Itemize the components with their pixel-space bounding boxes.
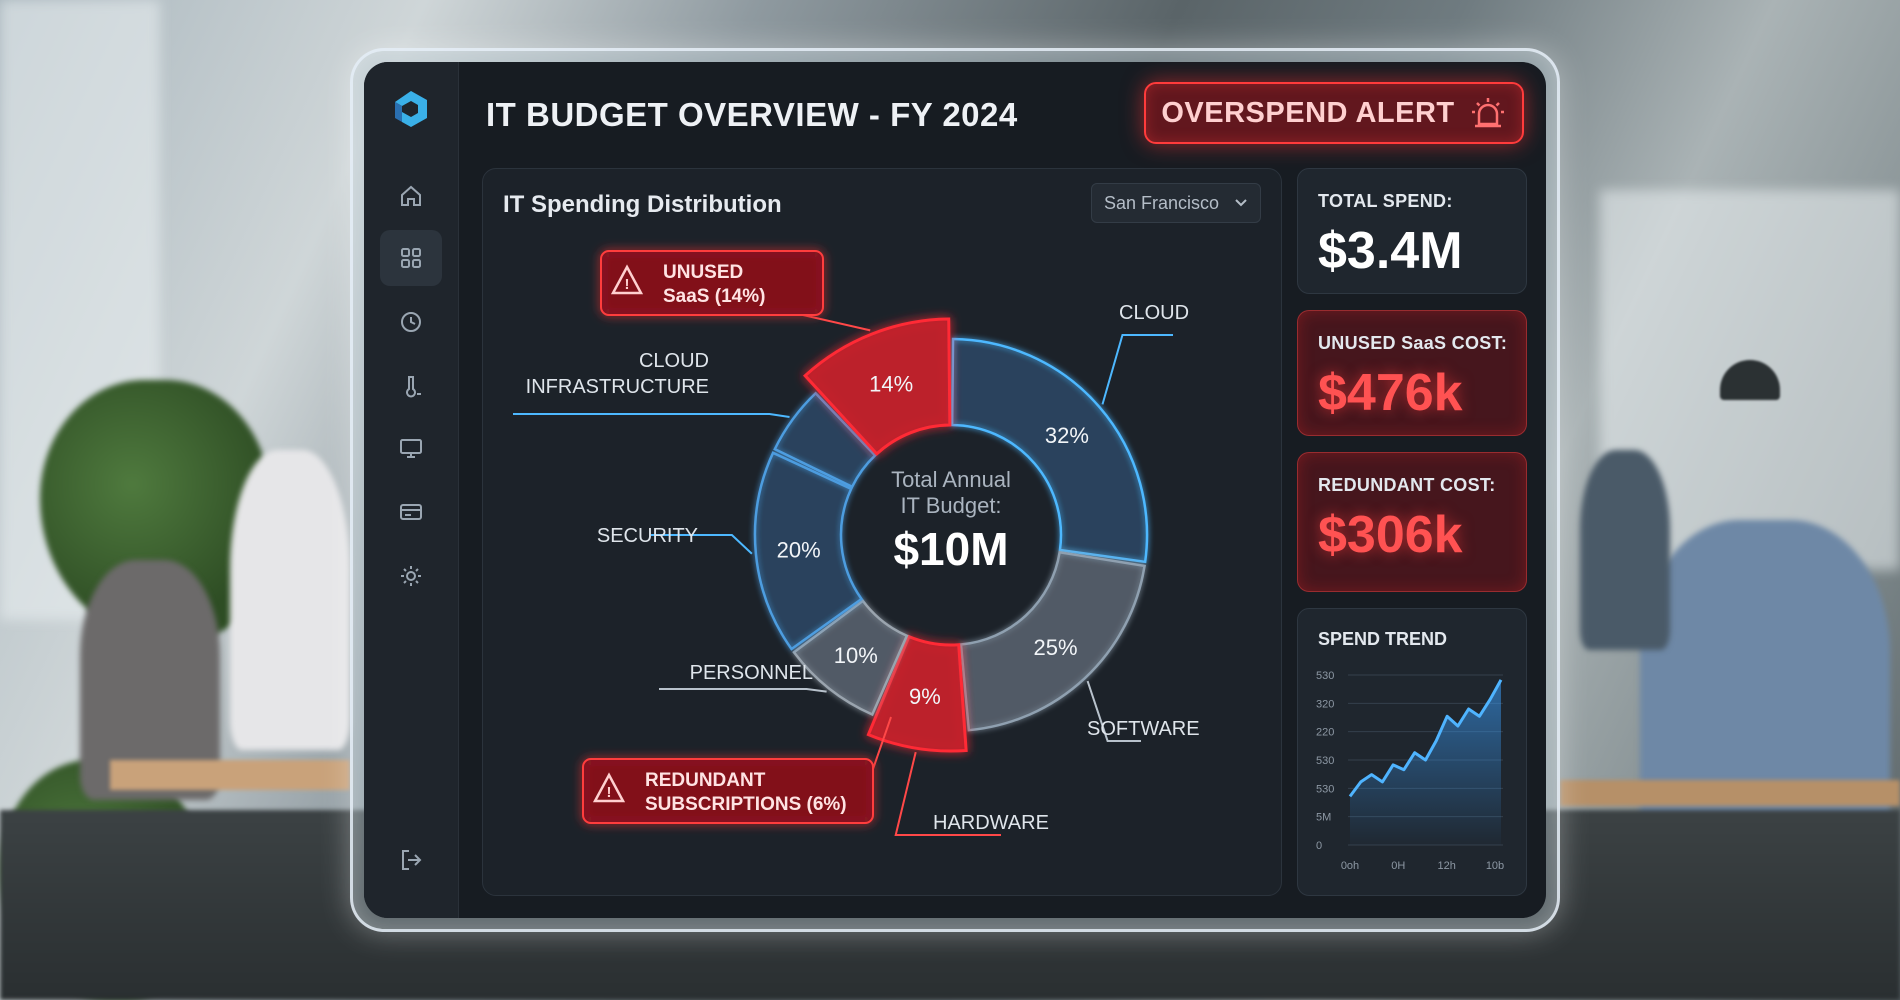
segment-category-label: SOFTWARE [1087,718,1200,740]
segment-value-label: 25% [1033,635,1077,660]
redundant-cost-card: REDUNDANT COST: $306k [1297,452,1527,592]
donut-segment-software[interactable] [959,550,1146,732]
warning-line1: UNUSED [663,262,743,283]
unused-saas-warning[interactable]: ! UNUSED SaaS (14%) [600,250,824,316]
sidebar-item-history[interactable] [380,294,442,350]
card-value: $3.4M [1318,222,1463,280]
trend-y-tick: 320 [1316,698,1334,710]
trend-y-tick: 220 [1316,727,1334,739]
home-icon [401,185,421,206]
sidebar-item-dashboard[interactable] [380,230,442,286]
overspend-alert-button[interactable]: OVERSPEND ALERT [1144,82,1524,144]
chevron-down-icon [1235,199,1247,207]
segment-value-label: 9% [909,684,941,709]
segment-value-label: 20% [777,537,821,562]
spending-donut-chart: 32% 25% 9% 10% 20% 14% CLOUD SOFTWARE HARDWARE P… [513,250,1200,836]
trend-line [1348,679,1503,798]
trend-x-tick: 12h [1437,860,1455,872]
leader-line [1101,334,1173,405]
trend-y-tick: 530 [1316,783,1334,795]
card-label: UNUSED SaaS COST: [1318,333,1508,353]
donut-segment-cloud[interactable] [950,337,1149,564]
leader-line [1086,680,1141,742]
segment-category-label: HARDWARE [933,812,1049,834]
trend-y-tick: 5M [1316,812,1331,824]
logout-icon [402,850,422,870]
sidebar-item-devices[interactable] [380,420,442,476]
trend-y-tick: 0 [1316,840,1322,852]
spend-trend-card: SPEND TREND 530 320 220 530 530 5M 0 0oh 0H 12h 10… [1297,608,1527,896]
segment-category-label: PERSONNEL [690,662,813,684]
trend-area [1350,679,1501,845]
sidebar-item-settings[interactable] [380,548,442,604]
donut-segment-hardware[interactable] [866,634,968,753]
alarm-icon [1471,98,1504,128]
location-value: San Francisco [1104,192,1220,213]
unused-saas-cost-card: UNUSED SaaS COST: $476k [1297,310,1527,436]
dashboard-screen: IT BUDGET OVERVIEW - FY 2024 OVERSPEND A… [364,62,1546,918]
trend-x-tick: 0oh [1341,860,1359,872]
svg-text:!: ! [607,784,612,801]
thermometer-icon [406,376,421,398]
segment-value-label: 10% [834,643,878,668]
sidebar-item-home[interactable] [380,168,442,224]
trend-x-tick: 0H [1391,860,1405,872]
card-value: $476k [1318,364,1463,422]
total-spend-card: TOTAL SPEND: $3.4M [1297,168,1527,294]
warning-line2: SUBSCRIPTIONS (6%) [645,794,847,815]
warning-triangle-icon [610,264,644,295]
monitor-icon [400,439,422,458]
spending-distribution-panel: IT Spending Distribution San Francisco 3… [482,168,1282,896]
sidebar [364,62,459,918]
warning-line1: REDUNDANT [645,770,766,791]
gear-icon [401,566,421,586]
segment-value-label: 14% [869,371,913,396]
dashboard-icon [401,248,421,268]
card-label: TOTAL SPEND: [1318,191,1453,211]
donut-segment-personnel[interactable] [792,599,909,717]
redundant-subscriptions-warning[interactable]: ! REDUNDANT SUBSCRIPTIONS (6%) [582,758,874,824]
center-label-line2: IT Budget: [900,493,1001,518]
spend-trend-chart: SPEND TREND 530 320 220 530 530 5M 0 0oh 0H 12h 10… [1316,629,1504,872]
leader-line [659,688,827,693]
location-dropdown[interactable]: San Francisco [1091,183,1261,223]
trend-title: SPEND TREND [1318,629,1447,649]
page-title: IT BUDGET OVERVIEW - FY 2024 [486,96,1018,133]
leader-line [872,716,892,770]
segment-value-label: 32% [1045,423,1089,448]
card-icon [400,504,422,520]
trend-y-tick: 530 [1316,755,1334,767]
leader-line [513,413,790,418]
trend-y-tick: 530 [1316,670,1334,682]
center-total-value: $10M [893,523,1008,575]
leader-line [783,314,871,332]
trend-x-tick: 10b [1486,860,1504,872]
alert-label: OVERSPEND ALERT [1161,96,1455,129]
warning-triangle-icon [592,772,626,803]
segment-category-label: CLOUD [1119,302,1189,324]
history-icon [401,312,421,332]
donut-segment-unused-saas[interactable] [803,317,952,456]
donut-segment-cloud-infrastructure[interactable] [773,391,877,489]
leader-line [651,534,753,555]
sidebar-item-metrics[interactable] [380,358,442,414]
segment-category-label: INFRASTRUCTURE [526,376,709,398]
sidebar-item-billing[interactable] [380,484,442,540]
logout-button[interactable] [380,832,442,888]
warning-line2: SaaS (14%) [663,286,765,307]
center-label-line1: Total Annual [891,467,1011,492]
donut-segment-security[interactable] [753,451,864,651]
segment-category-label: SECURITY [597,525,698,547]
segment-category-label: CLOUD [639,350,709,372]
panel-title: IT Spending Distribution [503,191,782,218]
card-label: REDUNDANT COST: [1318,475,1496,495]
leader-line [894,751,1001,836]
card-value: $306k [1318,506,1463,564]
svg-text:!: ! [625,276,630,293]
app-logo-icon [395,91,427,127]
